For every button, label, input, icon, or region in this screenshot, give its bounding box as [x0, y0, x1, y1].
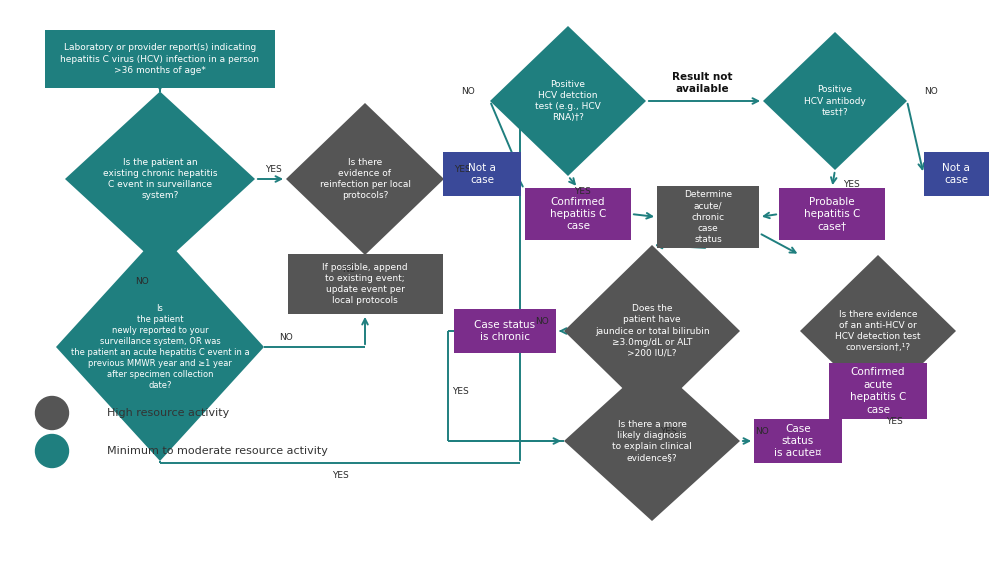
Text: Positive
HCV detction
test (e.g., HCV
RNA)†?: Positive HCV detction test (e.g., HCV RN…	[535, 80, 601, 122]
Text: Confirmed
hepatitis C
case: Confirmed hepatitis C case	[550, 197, 606, 232]
Polygon shape	[286, 103, 444, 255]
Text: Laboratory or provider report(s) indicating
hepatitis C virus (HCV) infection in: Laboratory or provider report(s) indicat…	[60, 43, 260, 75]
Text: Does the
patient have
jaundice or total bilirubin
≥3.0mg/dL or ALT
>200 IU/L?: Does the patient have jaundice or total …	[595, 304, 709, 358]
Text: YES: YES	[574, 187, 590, 196]
Text: NO: NO	[755, 427, 769, 435]
Polygon shape	[564, 245, 740, 417]
Text: Minimum to moderate resource activity: Minimum to moderate resource activity	[107, 446, 328, 456]
Text: YES: YES	[265, 164, 281, 174]
FancyBboxPatch shape	[779, 188, 885, 240]
Text: YES: YES	[886, 418, 902, 427]
FancyBboxPatch shape	[829, 363, 927, 419]
Text: Determine
acute/
chronic
case
status: Determine acute/ chronic case status	[684, 190, 732, 244]
Text: Positive
HCV antibody
test†?: Positive HCV antibody test†?	[804, 85, 866, 117]
Polygon shape	[564, 361, 740, 521]
Polygon shape	[800, 255, 956, 407]
Polygon shape	[65, 92, 255, 266]
Text: Not a
case: Not a case	[942, 163, 970, 185]
Text: Is there evidence
of an anti-HCV or
HCV detection test
conversion†,¹?: Is there evidence of an anti-HCV or HCV …	[835, 310, 921, 352]
Text: Is
the patient
newly reported to your
surveillance system, OR was
the patient an: Is the patient newly reported to your su…	[71, 304, 249, 390]
Text: NO: NO	[135, 277, 149, 286]
Text: Case
status
is acute¤: Case status is acute¤	[774, 423, 822, 459]
FancyBboxPatch shape	[45, 30, 275, 88]
FancyBboxPatch shape	[288, 254, 442, 314]
Text: Case status
is chronic: Case status is chronic	[474, 320, 536, 342]
Circle shape	[36, 435, 68, 468]
FancyBboxPatch shape	[443, 152, 521, 196]
Text: NO: NO	[535, 316, 549, 325]
Text: Is the patient an
existing chronic hepatitis
C event in surveillance
system?: Is the patient an existing chronic hepat…	[103, 158, 217, 200]
Text: If possible, append
to existing event;
update event per
local protocols: If possible, append to existing event; u…	[322, 263, 408, 305]
Polygon shape	[763, 32, 907, 170]
Text: YES: YES	[454, 164, 470, 174]
Text: YES: YES	[843, 179, 859, 188]
Text: NO: NO	[279, 332, 293, 341]
Text: Confirmed
acute
hepatitis C
case: Confirmed acute hepatitis C case	[850, 368, 906, 415]
Text: Is there
evidence of
reinfection per local
protocols?: Is there evidence of reinfection per loc…	[320, 158, 411, 200]
Text: YES: YES	[332, 471, 348, 480]
FancyBboxPatch shape	[454, 309, 556, 353]
Text: YES: YES	[452, 386, 468, 395]
Text: NO: NO	[924, 86, 938, 96]
FancyBboxPatch shape	[525, 188, 631, 240]
Polygon shape	[56, 233, 264, 461]
FancyBboxPatch shape	[754, 419, 842, 463]
FancyBboxPatch shape	[657, 186, 759, 248]
Text: Not a
case: Not a case	[468, 163, 496, 185]
Text: NO: NO	[461, 86, 475, 96]
Circle shape	[36, 397, 68, 430]
FancyBboxPatch shape	[924, 152, 989, 196]
Text: High resource activity: High resource activity	[107, 408, 229, 418]
Text: Result not
available: Result not available	[672, 72, 732, 94]
Text: YES: YES	[660, 427, 676, 436]
Polygon shape	[490, 26, 646, 176]
Text: Probable
hepatitis C
case†: Probable hepatitis C case†	[804, 197, 860, 232]
Text: NO: NO	[342, 265, 356, 274]
Text: Is there a more
likely diagnosis
to explain clinical
evidence§?: Is there a more likely diagnosis to expl…	[612, 420, 692, 462]
